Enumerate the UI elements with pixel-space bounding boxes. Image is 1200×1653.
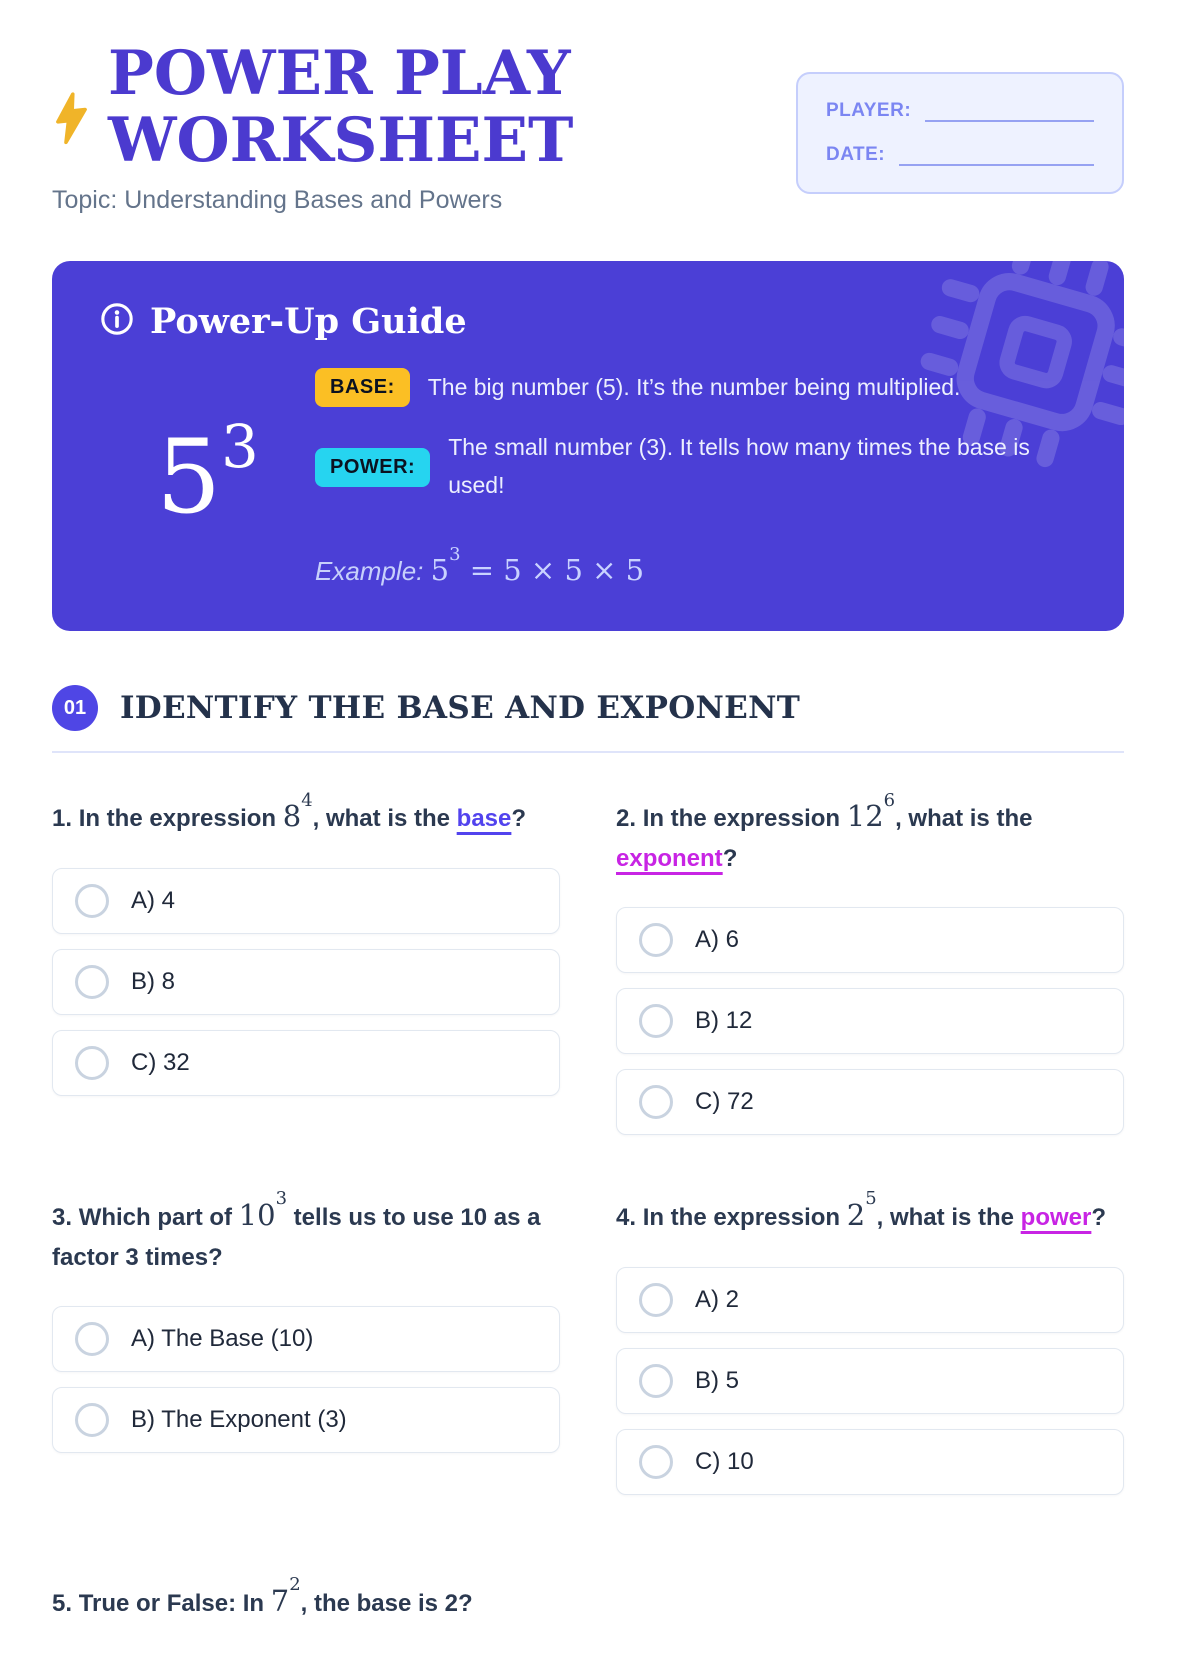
guide-definitions: BASE: The big number (5). It’s the numbe… <box>315 368 1080 587</box>
radio-button[interactable] <box>75 965 109 1000</box>
question-4-text: 4. In the expression 25, what is the pow… <box>616 1188 1107 1232</box>
radio-button[interactable] <box>639 1444 673 1479</box>
q3-option-a[interactable]: A) The Base (10) <box>52 1305 560 1372</box>
player-label: PLAYER: <box>826 100 912 121</box>
section-number-badge: 01 <box>52 685 98 732</box>
q4-option-b[interactable]: B) 5 <box>616 1347 1124 1414</box>
question-3: 3. Which part of 103 tells us to use 10 … <box>52 1188 560 1510</box>
player-name-field[interactable] <box>925 100 1094 122</box>
question-4: 4. In the expression 25, what is the pow… <box>616 1188 1124 1510</box>
example-math: 53 = 5 × 5 × 5 <box>430 543 645 588</box>
header: POWER PLAY WORKSHEET Topic: Understanding… <box>52 40 1124 215</box>
section-header: 01 IDENTIFY THE BASE AND EXPONENT <box>52 685 1124 754</box>
q2-option-b[interactable]: B) 12 <box>616 987 1124 1054</box>
page-title: POWER PLAY WORKSHEET <box>108 38 574 177</box>
power-definition-row: POWER: The small number (3). It tells ho… <box>315 429 1080 505</box>
q2-option-a[interactable]: A) 6 <box>616 906 1124 973</box>
section-title: IDENTIFY THE BASE AND EXPONENT <box>120 690 801 727</box>
chip-icon <box>892 261 1124 499</box>
radio-button[interactable] <box>75 1321 109 1356</box>
question-5-text: 5. True or False: In 72, the base is 2? <box>52 1574 473 1618</box>
radio-button[interactable] <box>75 884 109 919</box>
question-1: 1. In the expression 84, what is the bas… <box>52 789 560 1150</box>
radio-button[interactable] <box>639 922 673 957</box>
player-date-card: PLAYER: DATE: <box>796 72 1124 194</box>
question-3-text: 3. Which part of 103 tells us to use 10 … <box>52 1188 541 1271</box>
q2-option-c[interactable]: C) 72 <box>616 1068 1124 1135</box>
date-label: DATE: <box>826 144 886 165</box>
keyword-exponent: exponent <box>616 845 723 873</box>
q3-option-b[interactable]: B) The Exponent (3) <box>52 1386 560 1453</box>
question-5: 5. True or False: In 72, the base is 2? <box>52 1574 560 1653</box>
example-label: Example: <box>315 556 424 587</box>
guide-example: Example: 53 = 5 × 5 × 5 <box>315 543 1080 588</box>
radio-button[interactable] <box>639 1363 673 1398</box>
base-definition-text: The big number (5). It’s the number bein… <box>427 373 961 400</box>
date-row: DATE: <box>826 144 1094 166</box>
q4-option-c[interactable]: C) 10 <box>616 1428 1124 1495</box>
base-badge: BASE: <box>315 368 410 408</box>
player-row: PLAYER: <box>826 100 1094 122</box>
title-block: POWER PLAY WORKSHEET <box>52 40 1124 174</box>
question-1-text: 1. In the expression 84, what is the bas… <box>52 789 527 834</box>
date-field[interactable] <box>899 144 1094 166</box>
q1-option-c[interactable]: C) 32 <box>52 1030 560 1097</box>
guide-title: Power-Up Guide <box>150 301 467 343</box>
q4-option-a[interactable]: A) 2 <box>616 1266 1124 1333</box>
radio-button[interactable] <box>639 1084 673 1119</box>
q1-option-b[interactable]: B) 8 <box>52 949 560 1016</box>
lightning-bolt-icon <box>49 90 95 151</box>
radio-button[interactable] <box>639 1282 673 1317</box>
questions-grid: 1. In the expression 84, what is the bas… <box>52 789 1124 1653</box>
base-definition-row: BASE: The big number (5). It’s the numbe… <box>315 368 1080 408</box>
radio-button[interactable] <box>75 1402 109 1437</box>
keyword-power: power <box>1020 1203 1092 1231</box>
power-definition-text: The small number (3). It tells how many … <box>448 434 1030 499</box>
question-2: 2. In the expression 126, what is the ex… <box>616 789 1124 1150</box>
question-2-text: 2. In the expression 126, what is the ex… <box>616 789 1033 873</box>
guide-title-row: Power-Up Guide <box>100 301 1080 342</box>
topic-subtitle: Topic: Understanding Bases and Powers <box>52 186 503 215</box>
info-icon <box>100 302 134 341</box>
keyword-base: base <box>456 805 512 833</box>
radio-button[interactable] <box>75 1046 109 1081</box>
q1-option-a[interactable]: A) 4 <box>52 868 560 935</box>
power-badge: POWER: <box>315 447 431 487</box>
radio-button[interactable] <box>639 1003 673 1038</box>
